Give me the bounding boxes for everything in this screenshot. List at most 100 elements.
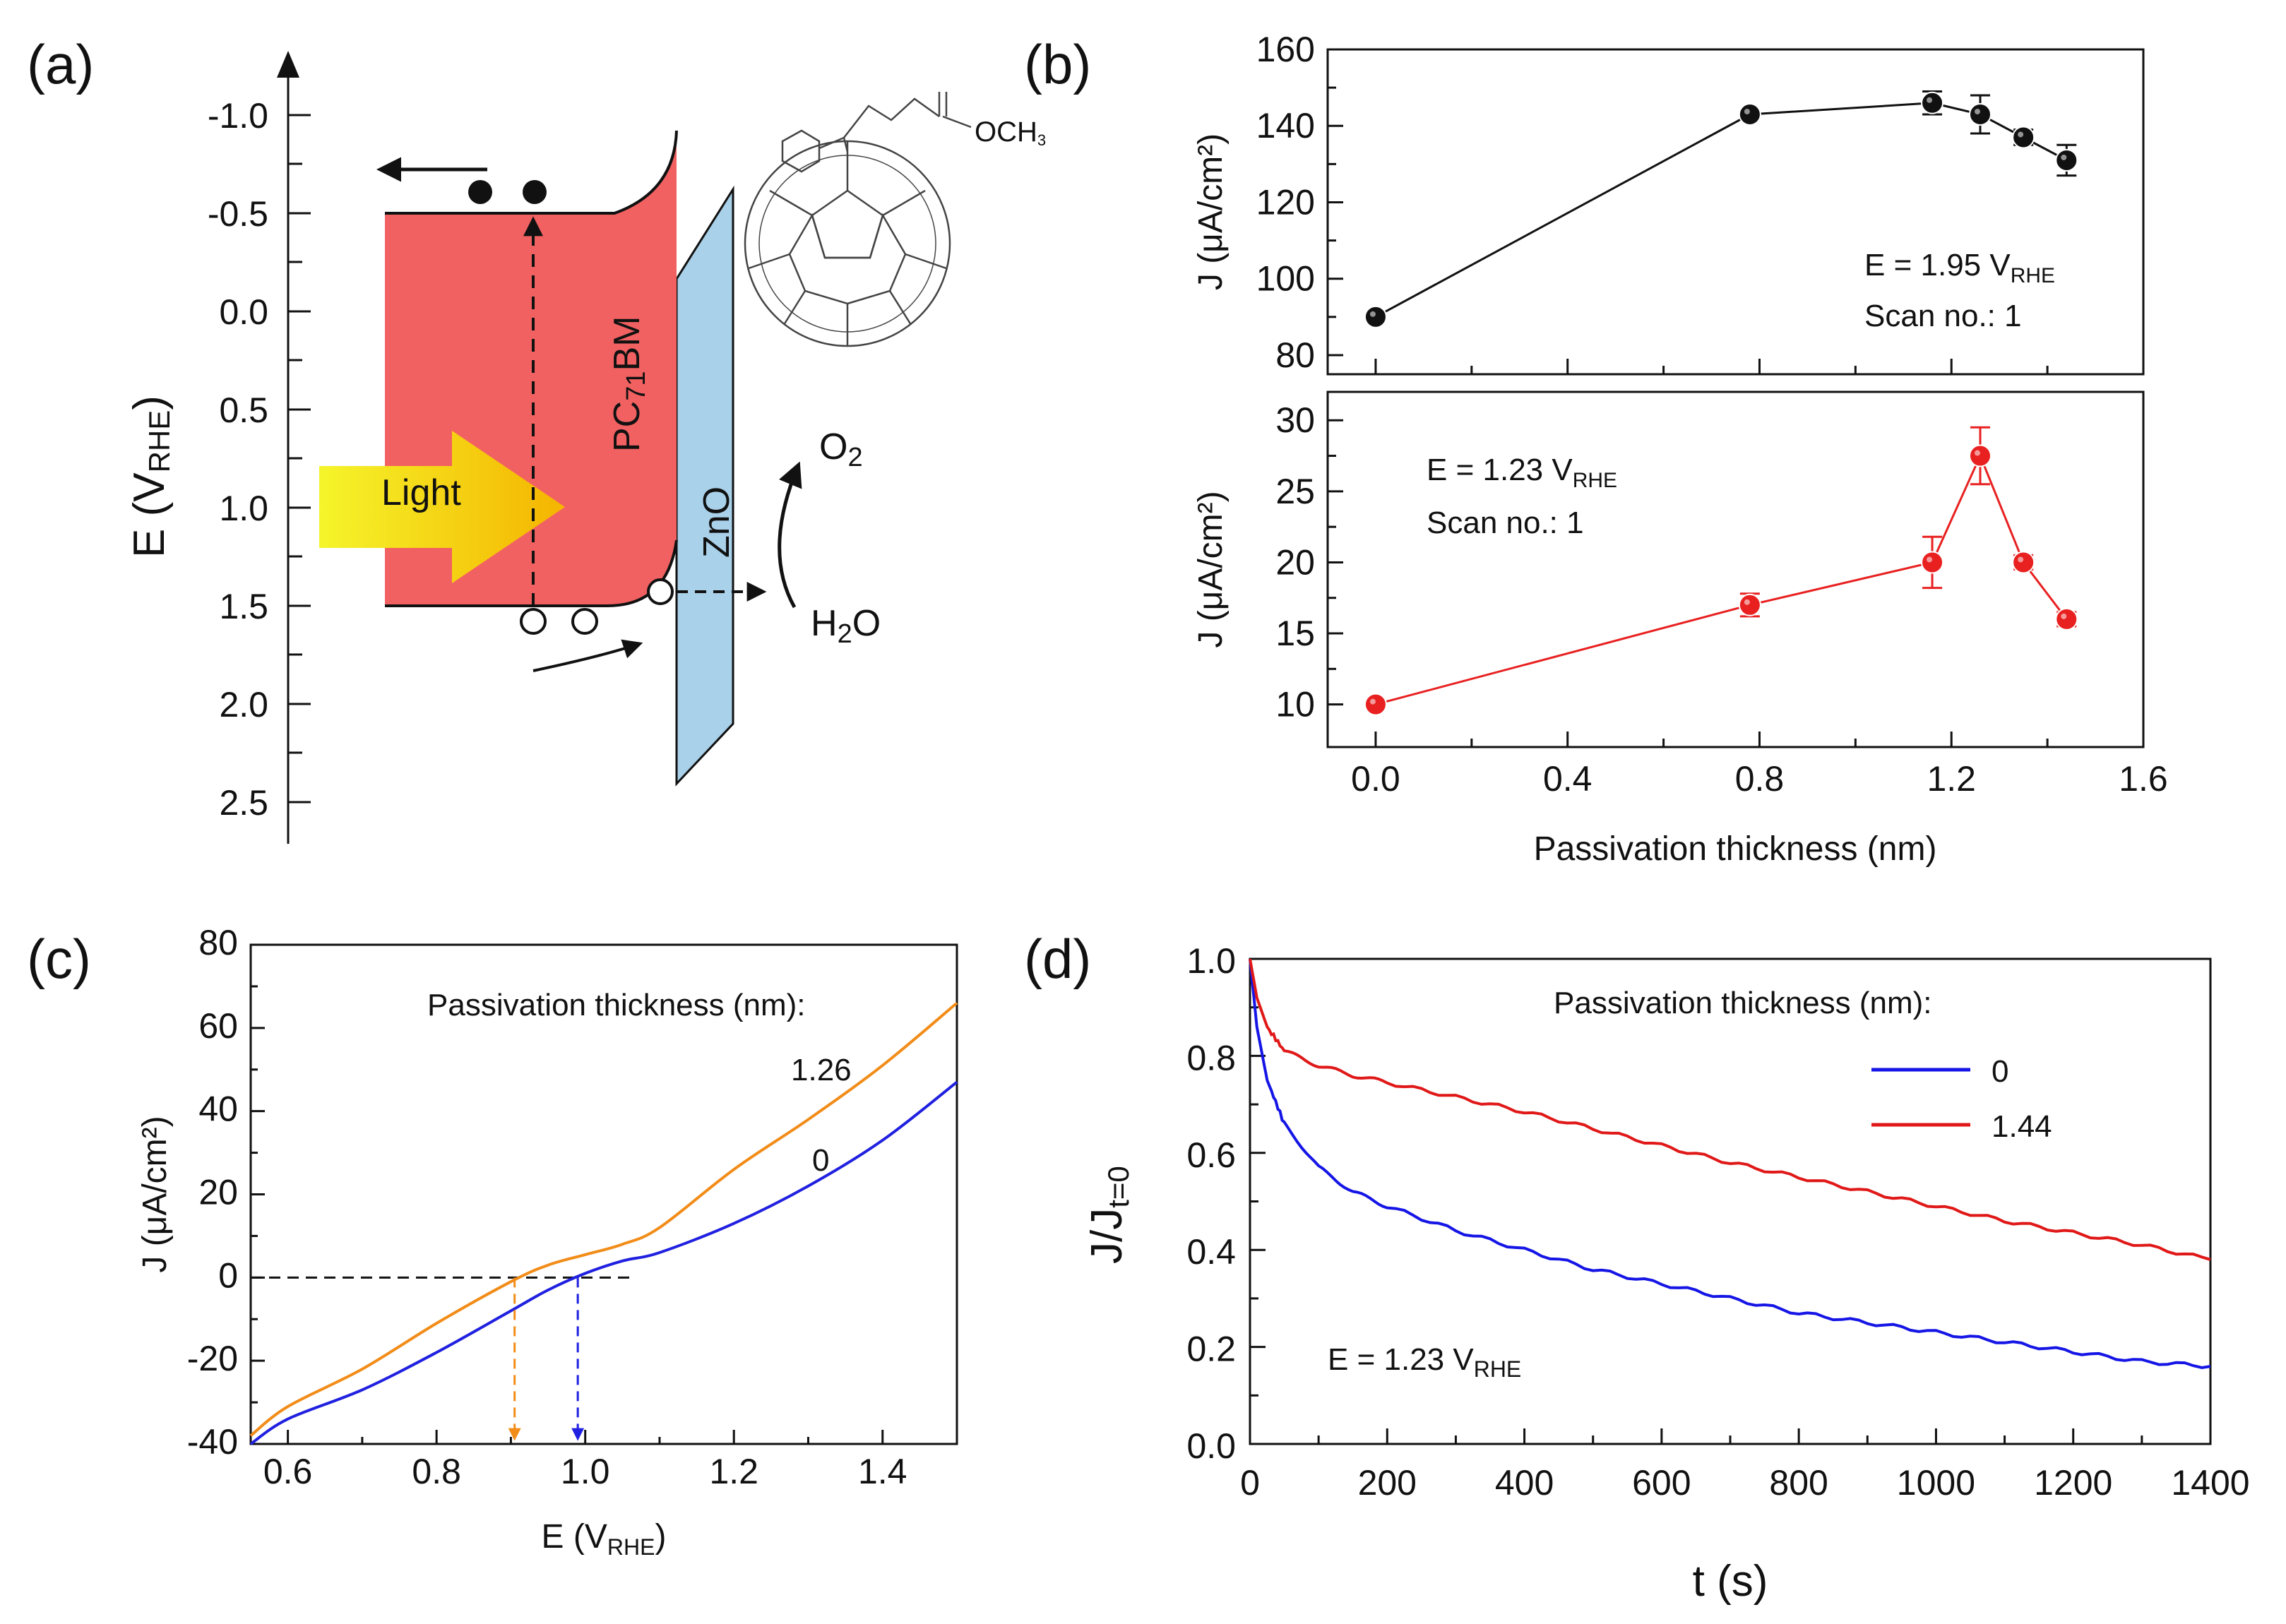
- y-axis-label: J/Jt=0: [1083, 1166, 1135, 1264]
- data-point: [2012, 126, 2035, 149]
- x-tick-label: 0.4: [1543, 759, 1593, 799]
- energy-axis-label: E (VRHE): [125, 395, 176, 558]
- x-tick-label: 1.2: [1927, 759, 1976, 799]
- panel-label-d: (d): [1024, 928, 1091, 990]
- y-axis-label-main: J/J: [1083, 1208, 1131, 1264]
- y-tick-label: 140: [1256, 106, 1315, 145]
- annotation-e-sub: RHE: [1474, 1356, 1522, 1382]
- oxidation-arrow: [778, 461, 802, 609]
- x-tick-label: 1.4: [858, 1452, 907, 1491]
- zno-label: ZnO: [696, 486, 737, 558]
- conduction-band-edge: [385, 130, 678, 215]
- svg-text:0.5: 0.5: [219, 390, 268, 430]
- legend-title: Passivation thickness (nm):: [1554, 986, 1932, 1020]
- y-tick-label: -40: [187, 1422, 238, 1462]
- y-tick-label: 20: [198, 1173, 238, 1212]
- h2o-label: H2O: [811, 603, 881, 649]
- annotation-e-main: E = 1.95 V: [1864, 248, 2011, 282]
- y-tick-label: 0.0: [1186, 1426, 1236, 1466]
- legend-label-0: 0: [1992, 1054, 2008, 1089]
- x-tick-label: 0: [1240, 1463, 1260, 1503]
- plot-frame: [1326, 390, 2145, 748]
- x-tick-label: 1000: [1897, 1463, 1975, 1503]
- x-tick-label: 1200: [2034, 1463, 2112, 1503]
- svg-text:2.5: 2.5: [219, 783, 268, 823]
- panel-label-b: (b): [1024, 33, 1091, 95]
- annotation-scan: Scan no.: 1: [1864, 299, 2022, 333]
- data-point: [2055, 148, 2078, 172]
- series-label-0: 0: [812, 1143, 829, 1178]
- data-point-highlight: [1744, 109, 1750, 114]
- plot-frame: [1326, 48, 2145, 376]
- data-point-highlight: [1927, 97, 1933, 103]
- y-tick-label: -20: [187, 1339, 238, 1378]
- x-tick-label: 0.0: [1351, 759, 1400, 799]
- data-point-highlight: [1975, 109, 1980, 114]
- y-tick-label: 0.2: [1186, 1330, 1236, 1369]
- energy-axis-tick-labels: -1.0 -0.5 0.0 0.5 1.0 1.5 2.0 2.5: [208, 96, 268, 823]
- annotation-scan: Scan no.: 1: [1427, 506, 1584, 540]
- annotation-e-main: E = 1.23 V: [1328, 1342, 1474, 1377]
- y-tick-label: 160: [1256, 30, 1315, 69]
- annotation-e-sub: RHE: [1573, 469, 1617, 492]
- annotation-e: E = 1.95 VRHE: [1864, 248, 2055, 287]
- hole-circle: [647, 578, 674, 605]
- series-label-1.26: 1.26: [791, 1053, 852, 1087]
- x-axis-label: Passivation thickness (nm): [1534, 830, 1937, 868]
- x-axis-label: E (VRHE): [542, 1518, 667, 1560]
- svg-text:2.0: 2.0: [219, 685, 268, 724]
- hole-circle: [520, 608, 547, 635]
- y-axis-label: J (μA/cm²): [136, 1116, 174, 1272]
- x-tick-label: 1.2: [709, 1452, 758, 1491]
- svg-text:0.0: 0.0: [219, 292, 268, 332]
- data-point: [1969, 103, 1992, 126]
- legend-title: Passivation thickness (nm):: [427, 988, 806, 1022]
- y-tick-label: 40: [198, 1089, 238, 1129]
- pcbm-label: PC71BM: [607, 316, 651, 452]
- x-tick-label: 0.8: [1735, 759, 1785, 799]
- data-point: [1738, 593, 1761, 616]
- data-point: [1921, 91, 1944, 114]
- data-point: [1969, 444, 1992, 467]
- data-point: [1921, 551, 1944, 574]
- data-point-highlight: [2061, 154, 2067, 160]
- energy-axis-arrowhead: [277, 51, 299, 78]
- panel-label-a: (a): [27, 33, 94, 95]
- data-point: [2012, 551, 2035, 574]
- data-point: [1364, 693, 1387, 716]
- x-tick-label: 0.8: [412, 1452, 461, 1491]
- data-point-highlight: [2018, 556, 2024, 563]
- series-line: [1375, 102, 2068, 318]
- o2-label: O2: [819, 426, 863, 472]
- annotation-e: E = 1.23 VRHE: [1328, 1342, 1521, 1382]
- data-point-highlight: [1744, 599, 1750, 605]
- annotation-e-sub: RHE: [2011, 264, 2055, 287]
- zno-layer: [675, 185, 734, 787]
- data-point-highlight: [1975, 450, 1980, 456]
- series-line-1.26: [249, 1001, 958, 1437]
- x-tick-label: 800: [1769, 1463, 1828, 1503]
- x-axis-label: t (s): [1693, 1557, 1768, 1606]
- chart-b-bottom: 10 15 20 25 30 0.0 0.4 0.8 1.2 1.6 J (μA/cm²) E = 1…: [1192, 390, 2168, 868]
- data-point-highlight: [2061, 613, 2067, 619]
- y-tick-label: 20: [1275, 542, 1315, 582]
- x-tick-label: 600: [1632, 1463, 1691, 1503]
- y-tick-label: 0.8: [1186, 1038, 1236, 1077]
- y-tick-label: 0.6: [1186, 1135, 1236, 1175]
- hole-circle: [571, 608, 598, 635]
- electron-dot: [468, 180, 492, 204]
- chart-d: 0 200 400 600 800 1000 1200 1400 0.0 0.2 0.4 0.6 0.8…: [1083, 941, 2250, 1606]
- y-tick-label: 10: [1275, 685, 1315, 724]
- svg-text:1.5: 1.5: [219, 587, 268, 626]
- hole-drift-arrow: [532, 639, 643, 672]
- y-tick-label: 0: [218, 1255, 238, 1295]
- annotation-e: E = 1.23 VRHE: [1427, 453, 1617, 492]
- data-point-highlight: [1369, 698, 1376, 705]
- data-point-highlight: [1927, 556, 1933, 563]
- pcbm-molecule: [744, 92, 972, 347]
- panel-a: (a) -1.0 -0.5 0.0 0.5: [27, 33, 1046, 844]
- series-line-0: [249, 1080, 958, 1445]
- svg-text:-1.0: -1.0: [208, 96, 268, 136]
- y-tick-label: 100: [1256, 259, 1315, 299]
